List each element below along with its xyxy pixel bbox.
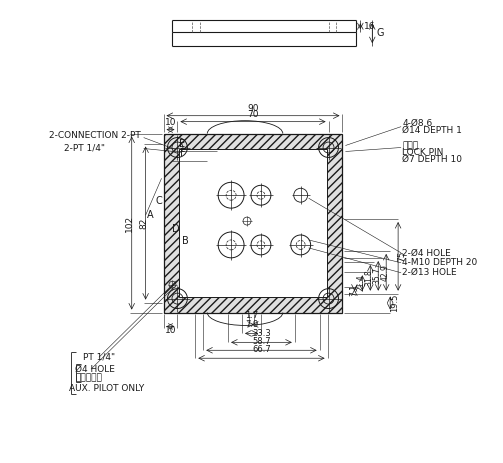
- Text: 75: 75: [397, 250, 406, 262]
- Text: AUX. PILOT ONLY: AUX. PILOT ONLY: [69, 383, 144, 393]
- Text: G: G: [376, 28, 384, 38]
- Text: 82: 82: [139, 217, 148, 229]
- Text: 7.9: 7.9: [245, 320, 258, 329]
- Text: 4-Ø8.6: 4-Ø8.6: [402, 119, 433, 128]
- Text: 16: 16: [364, 22, 376, 31]
- Bar: [180, 150, 326, 297]
- Text: 2-CONNECTION 2-PT: 2-CONNECTION 2-PT: [49, 131, 141, 140]
- Text: F: F: [180, 149, 185, 158]
- Text: 2-Ø13 HOLE: 2-Ø13 HOLE: [402, 268, 457, 277]
- Text: 70: 70: [247, 110, 259, 119]
- Text: 10: 10: [165, 326, 176, 335]
- Text: E: E: [180, 138, 186, 149]
- Text: 21.4: 21.4: [357, 275, 366, 291]
- Text: 2-Ø4 HOLE: 2-Ø4 HOLE: [402, 248, 451, 257]
- Text: D: D: [172, 224, 179, 234]
- Text: 33.3: 33.3: [252, 329, 271, 338]
- Text: 2-PT 1/4": 2-PT 1/4": [64, 143, 105, 152]
- Text: LOCK PIN: LOCK PIN: [402, 148, 444, 157]
- Text: 102: 102: [125, 214, 134, 232]
- Text: PT 1/4": PT 1/4": [83, 353, 115, 362]
- Text: 31.8: 31.8: [365, 269, 374, 286]
- Text: A: A: [147, 210, 154, 220]
- Text: 66.7: 66.7: [252, 345, 271, 354]
- Bar: [163, 134, 343, 313]
- Text: 固定稍: 固定稍: [402, 141, 418, 150]
- Text: Ø14 DEPTH 1: Ø14 DEPTH 1: [402, 126, 462, 135]
- Text: 35.7: 35.7: [373, 267, 382, 284]
- Text: B: B: [182, 236, 189, 246]
- Text: 19.5: 19.5: [390, 294, 399, 312]
- Text: Ø7 DEPTH 10: Ø7 DEPTH 10: [402, 155, 462, 164]
- Text: 1.7: 1.7: [245, 312, 258, 320]
- Text: 90: 90: [247, 104, 259, 113]
- Text: 4-M10 DEPTH 20: 4-M10 DEPTH 20: [402, 258, 477, 267]
- Text: 輔助引導孔: 輔助引導孔: [75, 374, 102, 382]
- Text: 7.1: 7.1: [349, 284, 358, 296]
- Text: 42.9: 42.9: [381, 264, 390, 281]
- Text: Ø4 HOLE: Ø4 HOLE: [75, 365, 115, 374]
- Text: C: C: [155, 196, 162, 206]
- Text: 10: 10: [165, 118, 176, 127]
- Text: 58.7: 58.7: [252, 338, 271, 346]
